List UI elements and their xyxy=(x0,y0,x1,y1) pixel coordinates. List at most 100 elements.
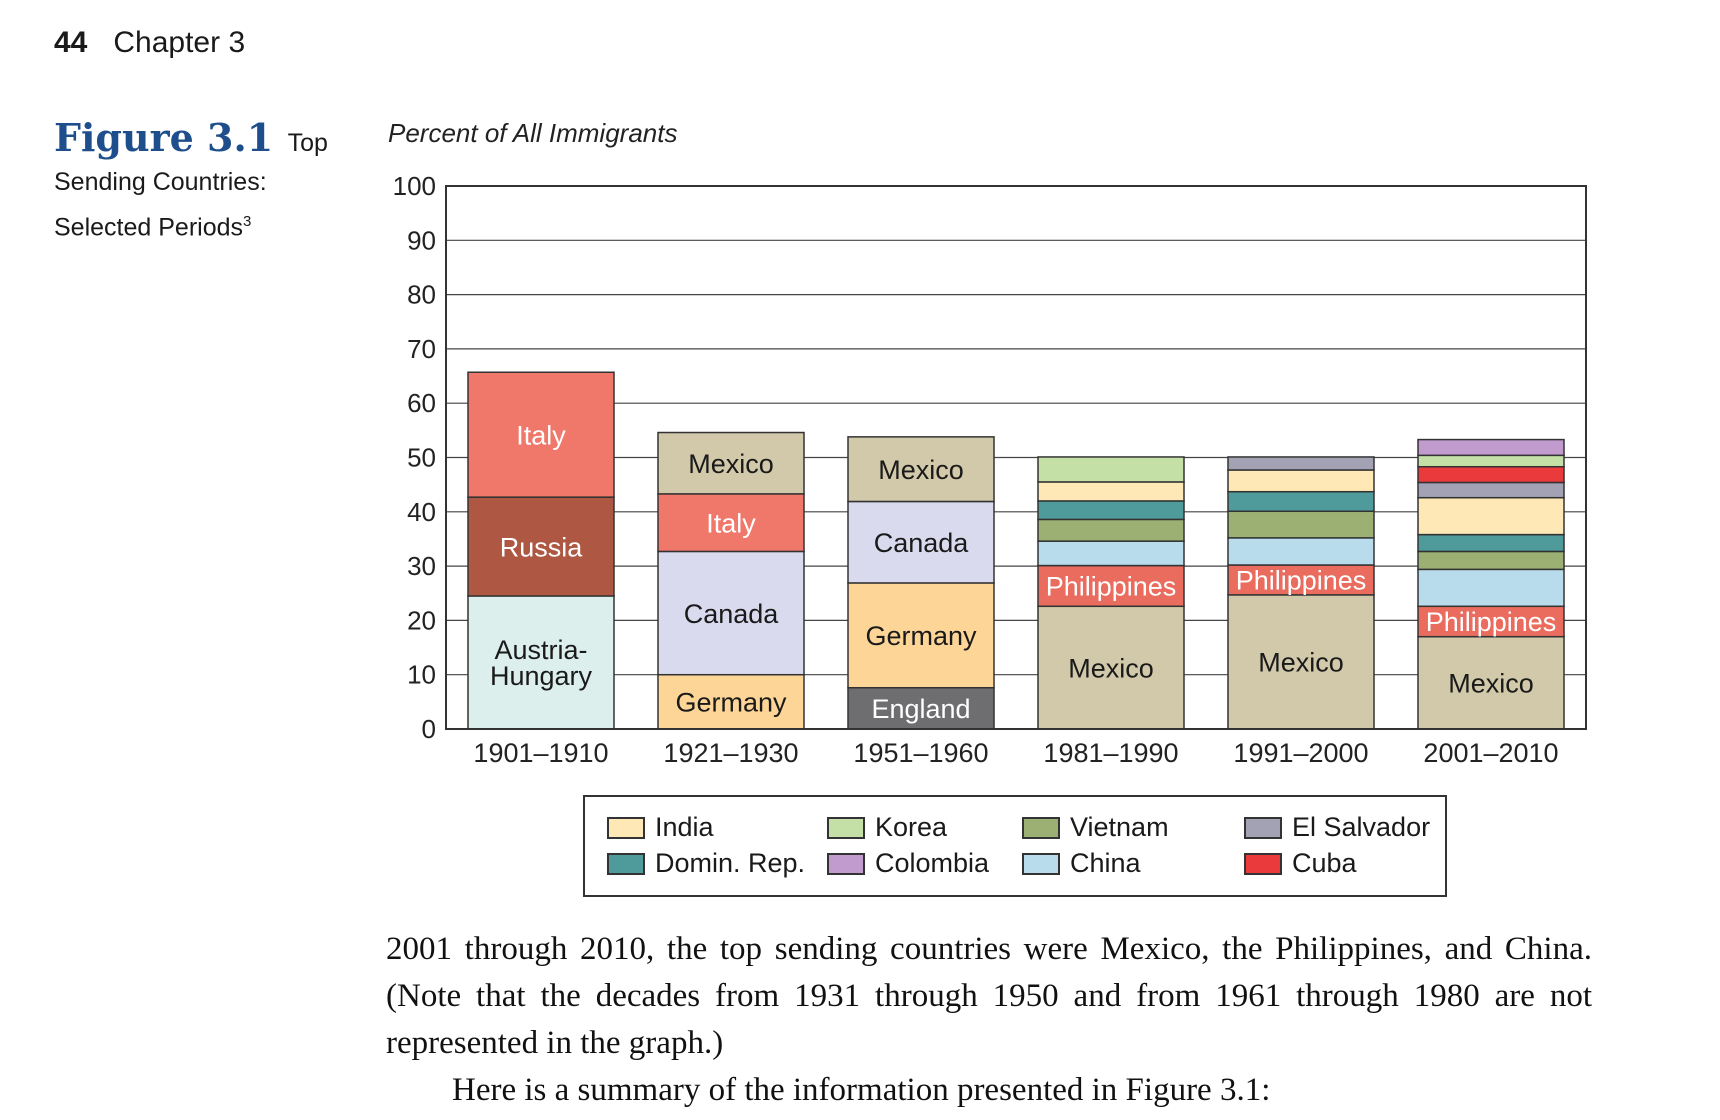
segment-label: Philippines xyxy=(1236,566,1367,596)
segment-label: Germany xyxy=(865,621,977,651)
segment-label: Italy xyxy=(516,420,566,450)
y-tick-label: 10 xyxy=(407,660,436,690)
bar-segment xyxy=(1037,481,1185,502)
y-axis-title: Percent of All Immigrants xyxy=(388,118,677,148)
legend-item: Domin. Rep. xyxy=(607,848,805,879)
bar-segment xyxy=(1037,540,1185,567)
bar-segment xyxy=(1417,465,1565,484)
running-head: 44 Chapter 3 xyxy=(54,26,245,60)
bar-segment xyxy=(1227,537,1375,566)
segment-label: Philippines xyxy=(1046,572,1177,602)
bar-segment xyxy=(1227,456,1375,471)
segment-label: Philippines xyxy=(1426,607,1557,637)
legend-item: China xyxy=(1022,848,1141,879)
legend-label: Colombia xyxy=(875,848,990,878)
legend-label: Vietnam xyxy=(1070,812,1169,842)
bars xyxy=(467,371,1565,730)
legend-label: Korea xyxy=(875,812,948,842)
segment-label: Mexico xyxy=(1068,653,1154,683)
bar-segment xyxy=(1227,490,1375,513)
figure-caption: Figure 3.1 Top Sending Countries: Select… xyxy=(54,118,354,247)
bar-segment xyxy=(1037,564,1185,608)
legend-item: El Salvador xyxy=(1244,812,1430,843)
legend-label: China xyxy=(1070,848,1141,878)
x-tick-label: 1991–2000 xyxy=(1233,738,1368,768)
y-tick-label: 80 xyxy=(407,280,436,310)
y-tick-label: 70 xyxy=(407,334,436,364)
segment-label: Austria- xyxy=(494,635,587,665)
segment-label: Canada xyxy=(874,528,970,558)
bar-segment xyxy=(1037,500,1185,521)
legend-item: India xyxy=(607,812,714,843)
x-tick-label: 1951–1960 xyxy=(853,738,988,768)
bar-segment xyxy=(847,686,995,730)
segment-label: Mexico xyxy=(878,455,964,485)
bar-segment xyxy=(847,436,995,503)
body-text: 2001 through 2010, the top sending count… xyxy=(386,926,1592,1114)
legend-label: Domin. Rep. xyxy=(655,848,806,878)
segment-label: Canada xyxy=(684,599,780,629)
y-tick-label: 40 xyxy=(407,497,436,527)
x-tick-label: 1921–1930 xyxy=(663,738,798,768)
caption-line1: Top xyxy=(287,129,328,157)
legend-label: Cuba xyxy=(1292,848,1357,878)
segment-label: Italy xyxy=(706,508,756,538)
bar-segment xyxy=(1417,438,1565,457)
bar-segment xyxy=(1227,594,1375,730)
legend-swatch xyxy=(1244,816,1282,839)
x-tick-label: 1901–1910 xyxy=(473,738,608,768)
bar-segment xyxy=(657,550,805,676)
bar-segment xyxy=(1417,454,1565,468)
legend-swatch xyxy=(827,852,865,875)
x-tick-label: 1981–1990 xyxy=(1043,738,1178,768)
bar-segment xyxy=(1417,533,1565,553)
bar-segment xyxy=(1037,605,1185,730)
legend-item: Vietnam xyxy=(1022,812,1169,843)
page-number: 44 xyxy=(54,26,88,59)
y-tick-label: 0 xyxy=(422,714,436,744)
legend-item: Colombia xyxy=(827,848,989,879)
segment-label: Germany xyxy=(675,688,787,718)
bar-segment xyxy=(1417,481,1565,499)
legend-swatch xyxy=(1022,852,1060,875)
x-tick-label: 2001–2010 xyxy=(1423,738,1558,768)
y-tick-label: 30 xyxy=(407,551,436,581)
segment-label: Mexico xyxy=(1258,648,1344,678)
chapter-title: Chapter 3 xyxy=(113,26,246,59)
legend-item: Korea xyxy=(827,812,947,843)
caption-footnote-mark: 3 xyxy=(243,213,252,230)
legend-item: Cuba xyxy=(1244,848,1357,879)
legend-swatch xyxy=(1244,852,1282,875)
bar-segment xyxy=(1227,469,1375,493)
figure-label: Figure 3.1 xyxy=(54,115,274,160)
bar-segment xyxy=(1227,510,1375,539)
legend-label: El Salvador xyxy=(1292,812,1431,842)
segment-label: Mexico xyxy=(1448,669,1534,699)
legend-swatch xyxy=(607,816,645,839)
paragraph: 2001 through 2010, the top sending count… xyxy=(386,931,1592,1061)
y-tick-label: 90 xyxy=(407,225,436,255)
bar-segment xyxy=(1037,518,1185,542)
gridlines: 0 10 20 30 40 50 60 70 80 90 100 xyxy=(393,171,1586,744)
bar-segment xyxy=(657,493,805,553)
segment-label: Russia xyxy=(500,532,584,562)
y-tick-label: 20 xyxy=(407,605,436,635)
segment-label: England xyxy=(871,694,970,724)
bar-segment xyxy=(1227,564,1375,596)
y-tick-label: 50 xyxy=(407,443,436,473)
bar-segment xyxy=(1417,605,1565,638)
bar-segment xyxy=(1037,456,1185,483)
legend-swatch xyxy=(607,852,645,875)
bar-segment xyxy=(467,371,615,498)
bar-segment xyxy=(1417,568,1565,608)
legend-swatch xyxy=(827,816,865,839)
bar-segment xyxy=(657,431,805,495)
legend: India Korea Vietnam El Salvador Domin. Rep. C… xyxy=(583,795,1447,897)
plot-frame xyxy=(445,185,1587,730)
stacked-bar-chart: Percent of All Immigrants 0 10 20 30 40 50 60 7… xyxy=(388,118,1587,768)
bar-labels: Austria-Hungary Russia Italy 1901–1910 Germa… xyxy=(473,420,1558,768)
segment-label: Hungary xyxy=(490,661,593,691)
bar-segment xyxy=(467,496,615,597)
legend-swatch xyxy=(1022,816,1060,839)
bar-segment xyxy=(847,582,995,689)
